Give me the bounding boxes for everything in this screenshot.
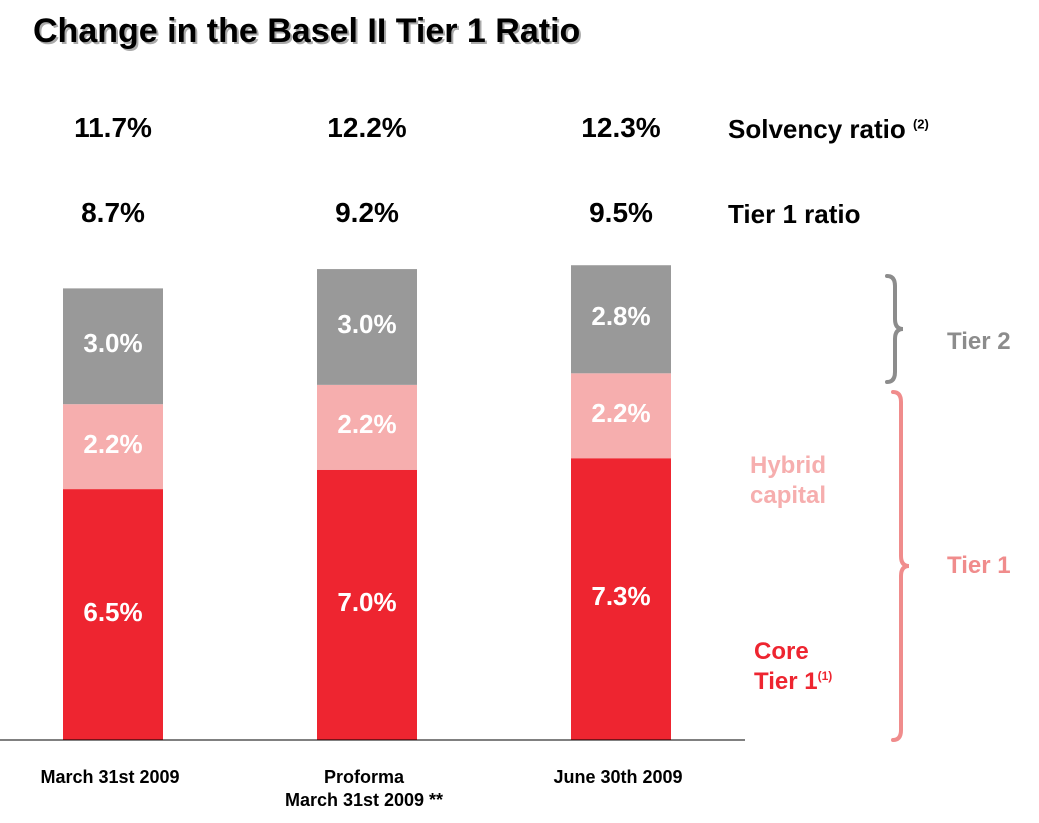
row-note: (2): [912, 116, 929, 132]
bar-segment: [63, 288, 163, 405]
value-label: 3.0%: [83, 328, 143, 359]
x-tick-label: March 31st 2009: [40, 767, 180, 787]
bar-segment: [571, 373, 671, 459]
value-label: 2.8%: [591, 301, 651, 332]
group-label: Tier 1: [947, 552, 1011, 579]
group-label: Tier 2: [947, 328, 1011, 355]
bar-segment: [571, 265, 671, 374]
x-tick-label: Proforma March 31st 2009 **: [284, 767, 444, 810]
bar-segment: [317, 469, 417, 740]
value-label: 7.3%: [591, 581, 651, 612]
value-label: 2.2%: [83, 428, 143, 459]
brace: [891, 390, 910, 742]
row-value: 11.7%: [74, 112, 152, 143]
value-label: 2.2%: [337, 409, 397, 440]
value-label: 2.2%: [591, 397, 651, 428]
value-label: 6.5%: [83, 596, 143, 627]
value-label: 3.0%: [337, 308, 397, 339]
bar-segment: [571, 458, 671, 740]
series-label: Hybrid capital: [750, 452, 827, 509]
chart-title: Change in the Basel II Tier 1 Ratio: [33, 12, 581, 50]
series-label: Core Tier 1(1): [754, 638, 833, 695]
bar-segment: [317, 269, 417, 385]
value-label: 7.0%: [337, 586, 397, 617]
brace: [885, 274, 904, 384]
series-note: (1): [817, 669, 833, 683]
bar-segment: [63, 489, 163, 740]
x-tick-label: June 30th 2009: [553, 767, 683, 787]
row-value: 12.3%: [581, 112, 661, 143]
row-label: Tier 1 ratio: [728, 199, 861, 229]
row-value: 9.2%: [335, 197, 399, 228]
bar-segment: [63, 404, 163, 490]
bar-segment: [317, 384, 417, 470]
row-label: Solvency ratio (2): [728, 114, 929, 144]
row-value: 8.7%: [81, 197, 145, 228]
row-value: 9.5%: [589, 197, 653, 228]
row-value: 12.2%: [327, 112, 407, 143]
